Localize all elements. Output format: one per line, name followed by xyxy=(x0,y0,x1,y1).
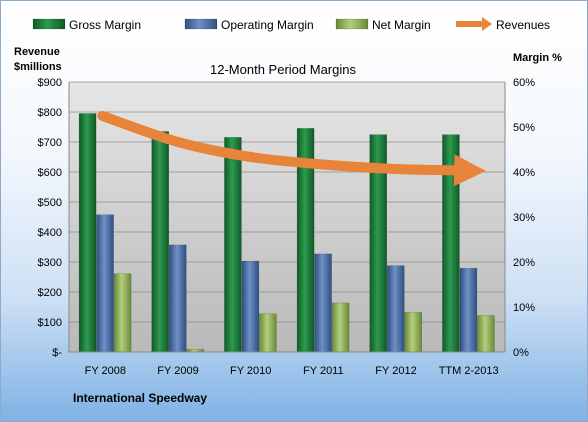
bar-net-margin xyxy=(477,315,495,353)
left-tick-label: $800 xyxy=(38,107,62,119)
left-axis-title-line2: $millions xyxy=(14,61,62,73)
right-tick-label: 60% xyxy=(513,77,535,89)
bar-gross-margin xyxy=(78,113,97,353)
right-tick-label: 30% xyxy=(513,212,535,224)
bar-operating-margin xyxy=(314,253,332,353)
x-tick-label: FY 2012 xyxy=(375,365,416,377)
left-tick-label: $700 xyxy=(38,137,62,149)
bar-gross-margin xyxy=(151,131,169,353)
left-tick-label: $500 xyxy=(38,197,62,209)
legend-label: Operating Margin xyxy=(221,18,314,32)
revenue-line xyxy=(97,110,487,187)
right-tick-label: 50% xyxy=(513,122,535,134)
left-tick-labels: $- $100 $200 $300 $400 $500 $600 $700 $800 $900 xyxy=(38,77,63,359)
right-axis-title: Margin % xyxy=(513,52,562,64)
x-tick-label: FY 2011 xyxy=(303,365,344,377)
legend-label: Net Margin xyxy=(372,18,431,32)
bar-operating-margin xyxy=(459,268,478,353)
right-tick-label: 10% xyxy=(513,302,535,314)
left-axis-title-line1: Revenue xyxy=(14,46,60,58)
company-name-footer: International Speedway xyxy=(73,391,207,405)
legend-swatch xyxy=(184,18,218,30)
left-tick-label: $600 xyxy=(38,167,62,179)
bar-operating-margin xyxy=(241,260,260,353)
legend-swatch xyxy=(482,17,492,31)
legend-swatch xyxy=(335,18,369,30)
left-tick-label: $400 xyxy=(38,227,62,239)
x-tick-labels: FY 2008 FY 2009 FY 2010 FY 2011 FY 2012 TTM 2… xyxy=(85,365,499,377)
chart-title: 12-Month Period Margins xyxy=(210,62,356,77)
right-tick-labels: 0% 10% 20% 30% 40% 50% 60% xyxy=(513,77,535,359)
bar-net-margin xyxy=(404,312,422,353)
x-tick-label: FY 2008 xyxy=(85,365,126,377)
x-tick-label: TTM 2-2013 xyxy=(439,365,499,377)
legend-label: Gross Margin xyxy=(69,18,141,32)
left-tick-label: $100 xyxy=(38,317,62,329)
x-tick-label: FY 2009 xyxy=(157,365,198,377)
right-tick-label: 20% xyxy=(513,257,535,269)
gridlines xyxy=(69,81,505,323)
legend-label: Revenues xyxy=(496,18,550,32)
bar-marks xyxy=(78,113,495,353)
bar-operating-margin xyxy=(387,265,405,353)
left-tick-label: $900 xyxy=(38,77,62,89)
left-tick-label: $300 xyxy=(38,257,62,269)
right-tick-label: 0% xyxy=(513,347,529,359)
left-tick-label: $200 xyxy=(38,287,62,299)
left-tick-label: $- xyxy=(52,347,62,359)
legend: Gross Margin Operating Margin Net Margin Re… xyxy=(32,17,550,32)
bar-operating-margin xyxy=(96,214,114,353)
revenue-line-path xyxy=(97,110,487,187)
bar-net-margin xyxy=(259,313,277,353)
bar-operating-margin xyxy=(169,244,187,353)
x-tick-label: FY 2010 xyxy=(230,365,271,377)
bar-gross-margin xyxy=(224,137,242,353)
legend-swatch xyxy=(32,18,66,30)
bar-net-margin xyxy=(113,273,132,353)
right-tick-label: 40% xyxy=(513,167,535,179)
bar-net-margin xyxy=(331,302,350,353)
